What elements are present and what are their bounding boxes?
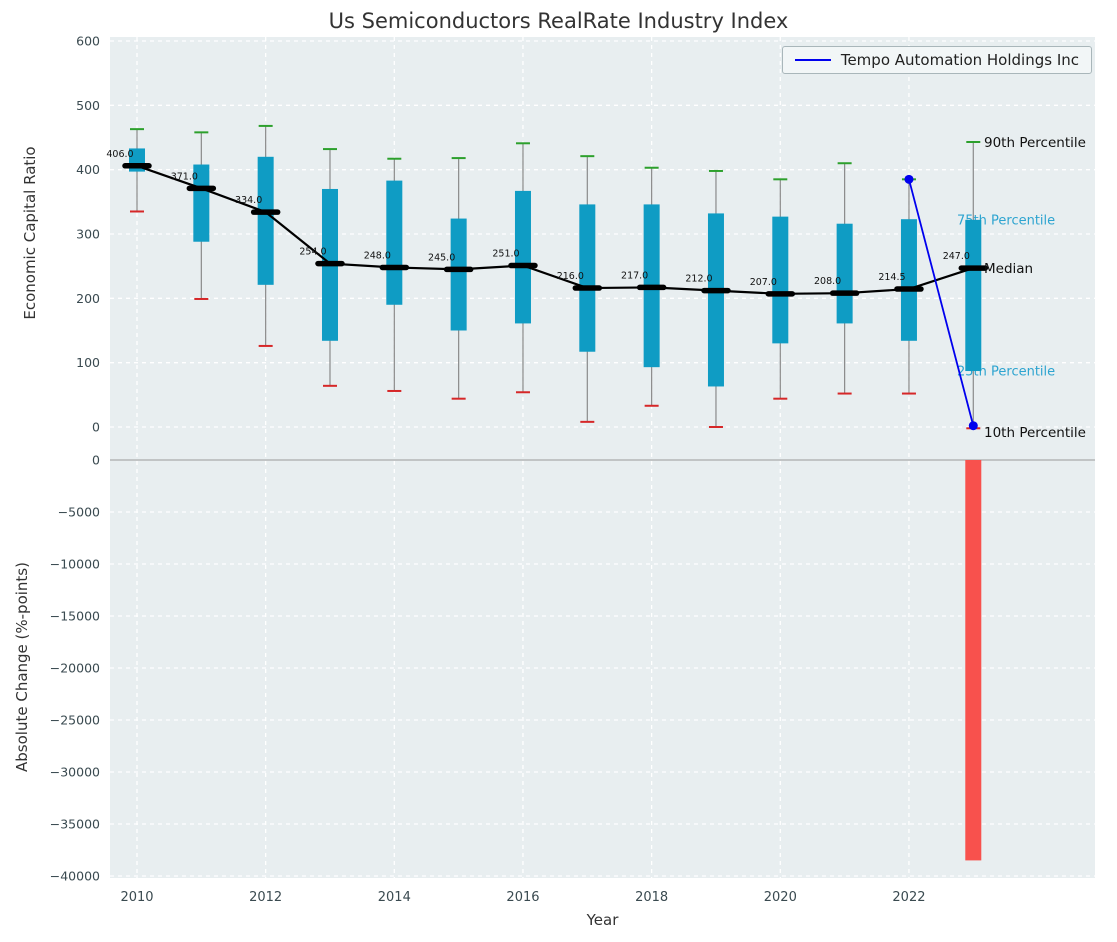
svg-text:217.0: 217.0 [621,270,648,281]
svg-text:216.0: 216.0 [557,271,584,282]
svg-text:200: 200 [76,291,100,306]
svg-text:207.0: 207.0 [750,277,777,288]
svg-text:−5000: −5000 [58,505,100,520]
svg-text:−40000: −40000 [50,869,100,884]
box-2014 [386,180,403,305]
svg-text:500: 500 [76,98,100,113]
svg-text:2018: 2018 [635,890,668,905]
svg-text:334.0: 334.0 [235,195,262,206]
box-2017 [579,204,596,352]
box-2015 [450,218,467,331]
svg-text:2022: 2022 [892,890,925,905]
svg-text:75th Percentile: 75th Percentile [957,213,1055,228]
svg-text:2012: 2012 [249,890,282,905]
box-2021 [836,223,853,324]
svg-text:2016: 2016 [506,890,539,905]
tick-labels: 0 100 200 300 400 500 600 0 −5000 −10000 −15000 −20… [50,34,926,906]
svg-text:254.0: 254.0 [299,247,326,258]
box-2020 [772,216,789,344]
percentile-annotations-cyan: 75th Percentile 25th Percentile [957,213,1055,379]
svg-text:Median: Median [984,261,1033,277]
median-markers [122,163,989,297]
svg-text:300: 300 [76,227,100,242]
svg-text:406.0: 406.0 [106,149,133,160]
percentile-annotations: 90th Percentile Median 10th Percentile [984,135,1086,441]
box-2011 [193,164,210,242]
svg-text:0: 0 [92,453,100,468]
box-2019 [707,213,724,387]
svg-text:400: 400 [76,162,100,177]
chart-title: Us Semiconductors RealRate Industry Inde… [328,9,789,33]
svg-text:2014: 2014 [378,890,411,905]
svg-text:−10000: −10000 [50,557,100,572]
legend-label: Tempo Automation Holdings Inc [840,51,1079,69]
svg-text:−35000: −35000 [50,817,100,832]
svg-text:90th Percentile: 90th Percentile [984,135,1086,151]
plot-background [110,37,1095,878]
x-axis-label: Year [586,911,619,929]
bottom-y-axis-label: Absolute Change (%-points) [13,562,31,772]
top-y-axis-label: Economic Capital Ratio [21,146,39,320]
svg-text:251.0: 251.0 [492,249,519,260]
svg-text:−20000: −20000 [50,661,100,676]
bar-2023 [965,460,982,861]
company-series [904,174,978,431]
box-2023 [965,219,982,372]
boxes [129,148,982,387]
negative-bars [965,460,982,861]
svg-text:248.0: 248.0 [364,250,391,261]
legend: Tempo Automation Holdings Inc [781,46,1092,74]
box-2016 [514,190,531,324]
box-2022 [900,219,917,341]
svg-text:212.0: 212.0 [685,274,712,285]
svg-text:2020: 2020 [764,890,797,905]
legend-line-sample [794,59,831,61]
svg-text:100: 100 [76,355,100,370]
svg-text:371.0: 371.0 [171,171,198,182]
svg-text:−15000: −15000 [50,609,100,624]
svg-text:247.0: 247.0 [943,251,970,262]
svg-text:25th Percentile: 25th Percentile [957,365,1055,380]
svg-text:−25000: −25000 [50,713,100,728]
median-value-labels: 406.0 371.0 334.0 254.0 248.0 245.0 251.0 216.0… [106,149,969,288]
svg-text:245.0: 245.0 [428,252,455,263]
svg-text:208.0: 208.0 [814,276,841,287]
box-2012 [257,156,274,285]
svg-text:0: 0 [92,420,100,435]
svg-text:−30000: −30000 [50,765,100,780]
svg-text:10th Percentile: 10th Percentile [984,425,1086,441]
svg-text:600: 600 [76,34,100,49]
svg-text:2010: 2010 [120,890,153,905]
svg-text:214.5: 214.5 [878,272,905,283]
